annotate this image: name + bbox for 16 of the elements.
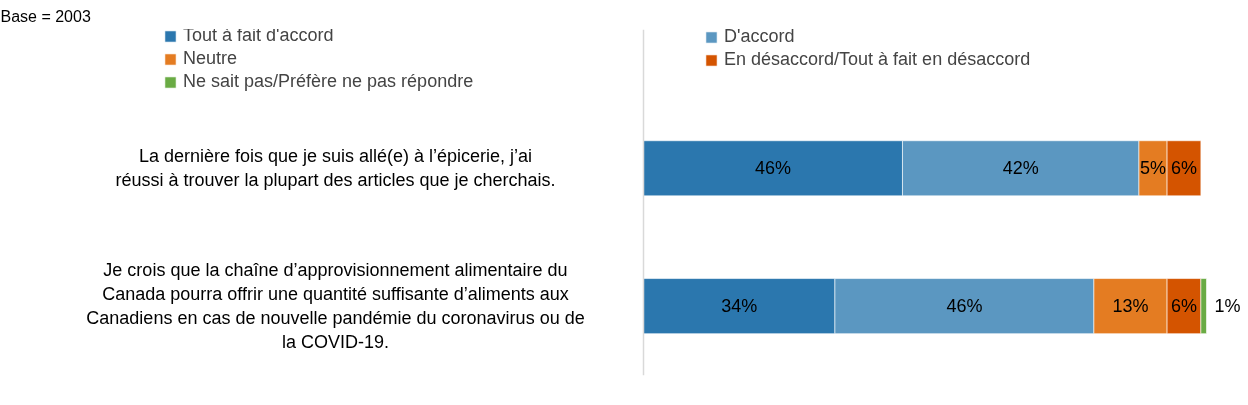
- legend-label: En désaccord/Tout à fait en désaccord: [724, 49, 1031, 70]
- legend-label: D'accord: [724, 28, 795, 47]
- y-tick-label: La dernière fois que je suis allé(e) à l’épicerie, j’ai réussi à trouver la plupart des articles que je cherchais.: [115, 146, 556, 191]
- text: Base = 2003: [0, 7, 91, 25]
- y-tick-label: Je crois que la chaîne d’approvisionnement alimentaire du Canada pourra offrir une quantité suffisante d’aliments aux Canadiens en cas de nouvelle pandémie du coronavirus ou de la COVID-19.: [86, 260, 585, 353]
- data-label: 13%: [1112, 296, 1149, 317]
- legend-label: Ne sait pas/Préfère ne pas répondre: [183, 71, 474, 92]
- data-label: 5%: [1140, 158, 1167, 179]
- data-label: 6%: [1170, 296, 1197, 317]
- data-label: 6%: [1170, 158, 1197, 179]
- legend-label: Neutre: [183, 48, 238, 69]
- data-label: 46%: [946, 296, 983, 317]
- data-label: 42%: [1002, 158, 1039, 179]
- data-label: 34%: [721, 296, 758, 317]
- data-label: 46%: [754, 158, 792, 179]
- data-label: 1%: [1214, 296, 1241, 317]
